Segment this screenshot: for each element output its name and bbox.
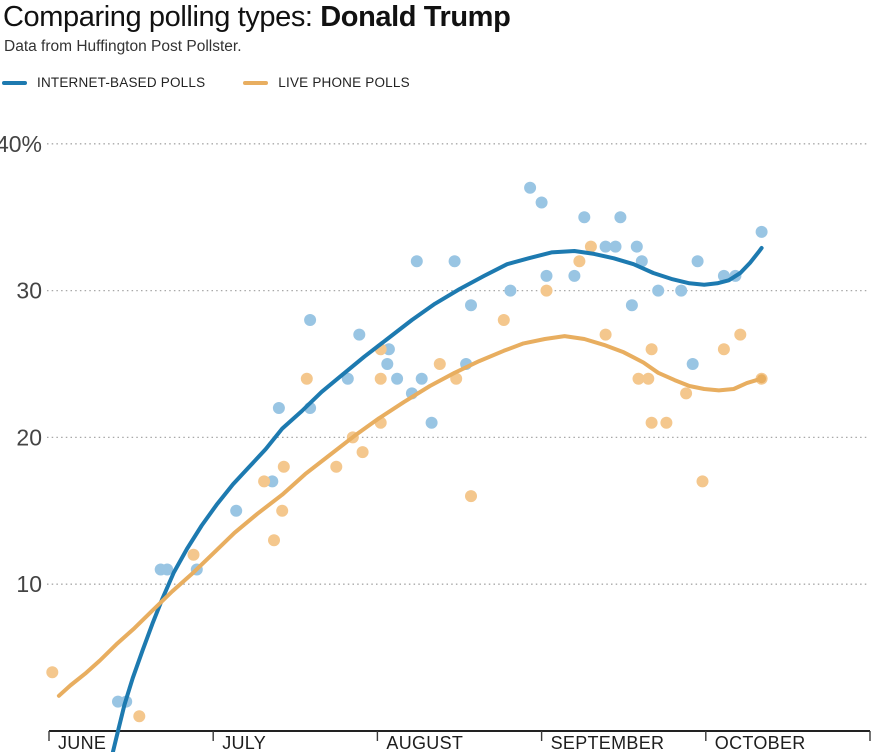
phone-poll-point	[46, 666, 59, 679]
internet-poll-point	[691, 255, 704, 268]
phone-poll-point	[277, 460, 290, 473]
internet-poll-point	[230, 504, 243, 517]
phone-polls-line-swatch-icon	[243, 80, 269, 85]
internet-polls-trend-line	[111, 246, 764, 752]
x-axis-month-label: AUGUST	[386, 733, 463, 752]
y-axis-tick-label: 40%	[0, 131, 42, 157]
phone-poll-point	[599, 328, 612, 341]
internet-poll-point	[425, 416, 438, 429]
legend-label-phone-polls: LIVE PHONE POLLS	[278, 75, 410, 90]
internet-poll-point	[341, 372, 354, 385]
phone-poll-point	[268, 534, 280, 547]
phone-poll-point	[133, 710, 146, 723]
internet-poll-point	[630, 240, 643, 253]
phone-polls-trend-line	[56, 334, 764, 698]
internet-poll-point	[524, 181, 537, 194]
internet-poll-point	[266, 475, 279, 488]
internet-poll-point	[304, 314, 317, 326]
phone-poll-point	[356, 446, 369, 459]
internet-poll-point	[448, 255, 461, 268]
x-axis-month-label: SEPTEMBER	[551, 733, 665, 752]
chart-title-prefix: Comparing polling types:	[3, 1, 321, 33]
phone-poll-point	[645, 416, 658, 429]
internet-polls-line-swatch-icon	[2, 80, 27, 85]
internet-poll-point	[381, 358, 394, 370]
trend-line-end-dot	[757, 374, 767, 384]
internet-poll-point	[675, 284, 688, 297]
phone-poll-point	[187, 548, 200, 561]
y-axis-tick-label: 30	[16, 278, 42, 304]
x-axis-month-label: JULY	[222, 733, 266, 752]
internet-poll-point	[415, 372, 428, 385]
phone-poll-point	[573, 255, 586, 268]
phone-poll-point	[374, 372, 387, 385]
internet-poll-point	[755, 225, 768, 238]
phone-poll-point	[717, 343, 730, 356]
internet-poll-point	[614, 211, 627, 224]
phone-poll-point	[680, 387, 693, 400]
phone-poll-point	[276, 504, 289, 517]
phone-poll-point	[584, 240, 597, 253]
y-axis-tick-label: 10	[16, 571, 42, 597]
chart-subtitle: Data from Huffington Post Pollster.	[4, 38, 242, 55]
legend-label-internet-polls: INTERNET-BASED POLLS	[37, 75, 206, 90]
internet-poll-point	[535, 196, 548, 209]
internet-poll-point	[465, 299, 477, 312]
internet-poll-point	[652, 284, 665, 297]
x-axis-month-label: JUNE	[58, 733, 106, 752]
internet-poll-point	[161, 563, 174, 576]
internet-poll-point	[504, 284, 517, 297]
phone-poll-point	[433, 358, 446, 370]
x-axis-month-label: OCTOBER	[715, 733, 806, 752]
internet-poll-point	[353, 328, 366, 341]
phone-poll-point	[660, 416, 673, 429]
phone-poll-point	[632, 372, 645, 385]
phone-poll-point	[330, 460, 343, 473]
internet-poll-point	[568, 269, 581, 282]
phone-poll-point	[642, 372, 655, 385]
internet-poll-point	[112, 695, 124, 708]
legend: INTERNET-BASED POLLS LIVE PHONE POLLS	[2, 75, 448, 90]
phone-poll-point	[540, 284, 553, 297]
internet-poll-point	[272, 402, 285, 414]
phone-poll-point	[497, 314, 510, 326]
chart-title: Comparing polling types: Donald Trump	[3, 0, 511, 34]
y-axis-tick-label: 20	[16, 424, 42, 450]
internet-poll-point	[391, 372, 404, 385]
chart-title-subject: Donald Trump	[320, 1, 511, 33]
phone-poll-point	[645, 343, 658, 356]
phone-poll-point	[258, 475, 271, 488]
phone-poll-point	[465, 490, 477, 503]
legend-item-internet-polls: INTERNET-BASED POLLS	[2, 75, 205, 90]
internet-poll-point	[599, 240, 612, 253]
internet-poll-point	[410, 255, 423, 268]
legend-item-phone-polls: LIVE PHONE POLLS	[243, 75, 410, 90]
internet-poll-point	[382, 343, 395, 356]
internet-poll-point	[609, 240, 622, 253]
internet-poll-point	[540, 269, 553, 282]
phone-poll-point	[696, 475, 709, 488]
phone-poll-point	[734, 328, 747, 341]
internet-poll-point	[635, 255, 648, 268]
internet-poll-point	[578, 211, 591, 224]
phone-poll-point	[300, 372, 313, 385]
internet-poll-point	[686, 358, 699, 370]
internet-poll-point	[625, 299, 638, 312]
